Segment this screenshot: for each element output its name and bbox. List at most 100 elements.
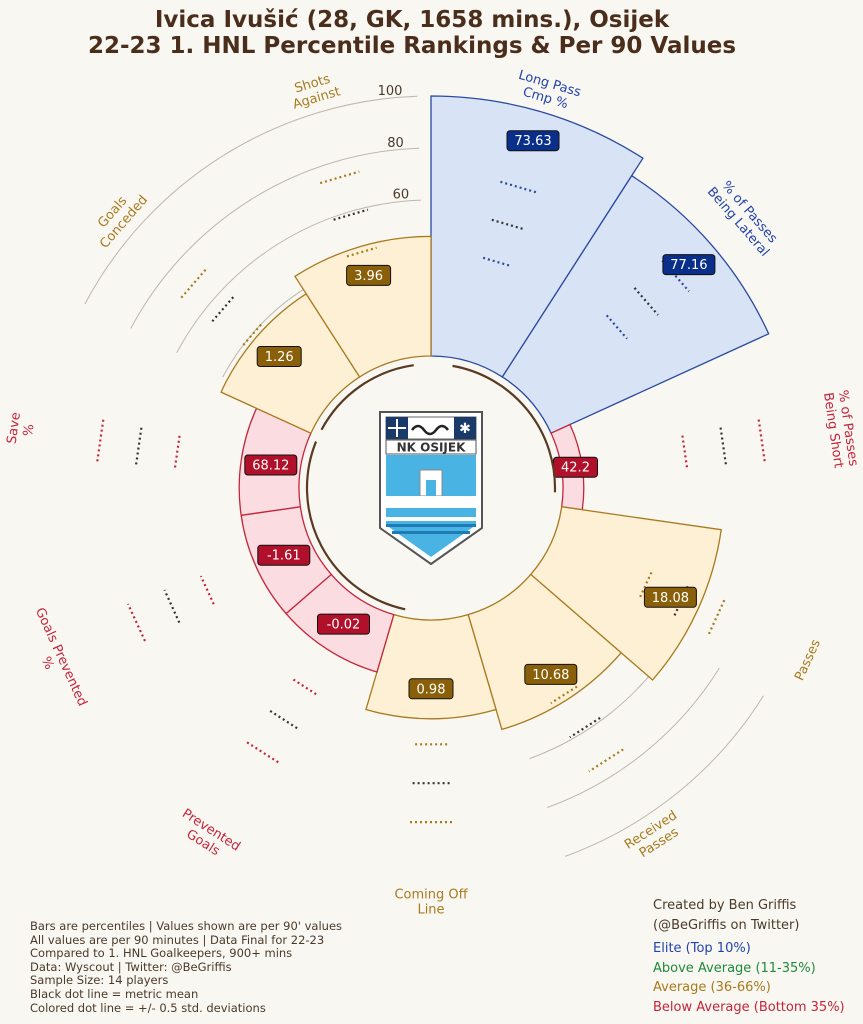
value-label: 42.2 bbox=[561, 461, 590, 476]
value-label: 0.98 bbox=[417, 682, 446, 697]
inner-arc bbox=[320, 364, 414, 431]
value-labels: 73.63 77.16 42.2 18.08 10.68 0.98 -0.02 -1.61 68… bbox=[244, 130, 716, 700]
std-dot-line bbox=[319, 170, 360, 185]
mean-dot-line bbox=[491, 218, 526, 231]
note-line: Bars are percentiles | Values shown are … bbox=[30, 919, 343, 933]
legend-below-average: Below Average (Bottom 35%) bbox=[653, 999, 845, 1015]
note-line: Data: Wyscout | Twitter: @BeGriffis bbox=[30, 959, 232, 974]
note-line: Colored dot line = +/- 0.5 std. deviatio… bbox=[30, 1000, 266, 1015]
legend-average: Average (36-66%) bbox=[653, 980, 771, 995]
value-label-box bbox=[524, 663, 578, 685]
legend-elite: Elite (Top 10%) bbox=[653, 941, 751, 956]
note-line: Sample Size: 14 players bbox=[30, 973, 169, 988]
percentile-bar bbox=[467, 573, 623, 731]
std-dot-line bbox=[199, 575, 215, 605]
credit-line: (@BeGriffis on Twitter) bbox=[653, 917, 800, 933]
metric-label-line: % bbox=[38, 655, 57, 672]
gridline-arc bbox=[84, 95, 418, 305]
mean-dot-line bbox=[633, 287, 659, 316]
value-label: 3.96 bbox=[354, 269, 383, 284]
value-label-box bbox=[257, 544, 311, 566]
legend-above-average: Above Average (11-35%) bbox=[653, 960, 816, 976]
note-line: Compared to 1. HNL Goalkeepers, 900+ min… bbox=[30, 946, 293, 961]
chart-title-line1: Ivica Ivušić (28, GK, 1658 mins.), Osije… bbox=[155, 7, 670, 33]
value-label: 10.68 bbox=[532, 668, 569, 683]
value-label-box bbox=[317, 613, 370, 635]
metric-label-line: Coming Off bbox=[394, 888, 468, 903]
inner-arcs bbox=[305, 364, 557, 611]
metric-label-line: Passes bbox=[792, 637, 824, 683]
std-dot-line bbox=[244, 740, 279, 764]
std-dot-line bbox=[706, 599, 726, 637]
value-label-box bbox=[256, 346, 302, 367]
std-dot-line bbox=[757, 419, 766, 462]
legend: Created by Ben Griffis (@BeGriffis on Tw… bbox=[653, 896, 845, 1017]
chart-title-line2: 22-23 1. HNL Percentile Rankings & Per 9… bbox=[88, 33, 736, 59]
value-label-box bbox=[244, 454, 298, 476]
std-dot-line bbox=[290, 677, 317, 696]
value-label: 77.16 bbox=[670, 258, 707, 273]
radial-tick-label: 100 bbox=[378, 84, 403, 99]
mean-dot-line bbox=[569, 716, 601, 739]
percentile-bar bbox=[294, 235, 432, 378]
metric-label: Save% bbox=[5, 411, 38, 445]
std-dot-line bbox=[173, 435, 181, 468]
value-label-box bbox=[408, 678, 454, 700]
gridline-arc bbox=[547, 667, 720, 808]
mean-dot-line bbox=[135, 427, 143, 465]
value-label-box bbox=[346, 264, 392, 286]
std-dot-line bbox=[346, 246, 377, 258]
mean-dot-line bbox=[333, 208, 369, 221]
metric-label-line: Save bbox=[5, 411, 24, 445]
note-line: Black dot line = metric mean bbox=[30, 986, 199, 1001]
std-dot-line bbox=[550, 685, 578, 705]
metric-label-line: Goals Prevented bbox=[32, 606, 90, 709]
mean-dot-line bbox=[211, 294, 236, 323]
svg-text:✱: ✱ bbox=[459, 421, 471, 437]
value-label: 1.26 bbox=[265, 350, 294, 365]
radial-tick-label: 60 bbox=[393, 188, 410, 203]
credit-line: Created by Ben Griffis bbox=[653, 898, 797, 913]
mean-dot-line bbox=[163, 589, 181, 624]
mean-dot-line bbox=[719, 427, 727, 465]
metric-label-line: % bbox=[21, 423, 38, 437]
value-label: 73.63 bbox=[514, 134, 551, 149]
mean-dot-line bbox=[267, 708, 298, 730]
footnotes: Bars are percentiles | Values shown are … bbox=[30, 919, 343, 1015]
gridline-arc bbox=[176, 199, 421, 354]
std-dot-line bbox=[588, 748, 624, 773]
percentile-bar bbox=[501, 174, 770, 435]
percentile-bar bbox=[529, 506, 722, 681]
percentile-bar bbox=[430, 95, 644, 378]
metric-label: Goals Prevented% bbox=[32, 606, 90, 709]
value-label: 18.08 bbox=[652, 591, 689, 606]
inner-arc bbox=[452, 364, 557, 493]
metric-label: Passes bbox=[792, 637, 824, 683]
club-crest-logo: ✱ NK OSIJEK bbox=[379, 411, 483, 566]
percentile-bar bbox=[365, 613, 497, 720]
percentile-bars bbox=[220, 95, 770, 731]
std-dot-line bbox=[681, 435, 689, 468]
value-label-box bbox=[643, 586, 697, 608]
value-label: -0.02 bbox=[327, 618, 361, 633]
gridline-arc bbox=[130, 147, 420, 329]
value-label: -1.61 bbox=[267, 549, 301, 564]
value-label-box bbox=[662, 254, 716, 276]
std-dot-line bbox=[96, 419, 105, 462]
value-label: 68.12 bbox=[252, 459, 289, 474]
note-line: All values are per 90 minutes | Data Fin… bbox=[30, 932, 325, 947]
value-label-box bbox=[506, 130, 560, 152]
std-dot-line bbox=[180, 267, 208, 299]
logo-text: NK OSIJEK bbox=[397, 441, 466, 455]
gridline-arc bbox=[564, 695, 764, 857]
std-dot-line bbox=[127, 603, 146, 642]
